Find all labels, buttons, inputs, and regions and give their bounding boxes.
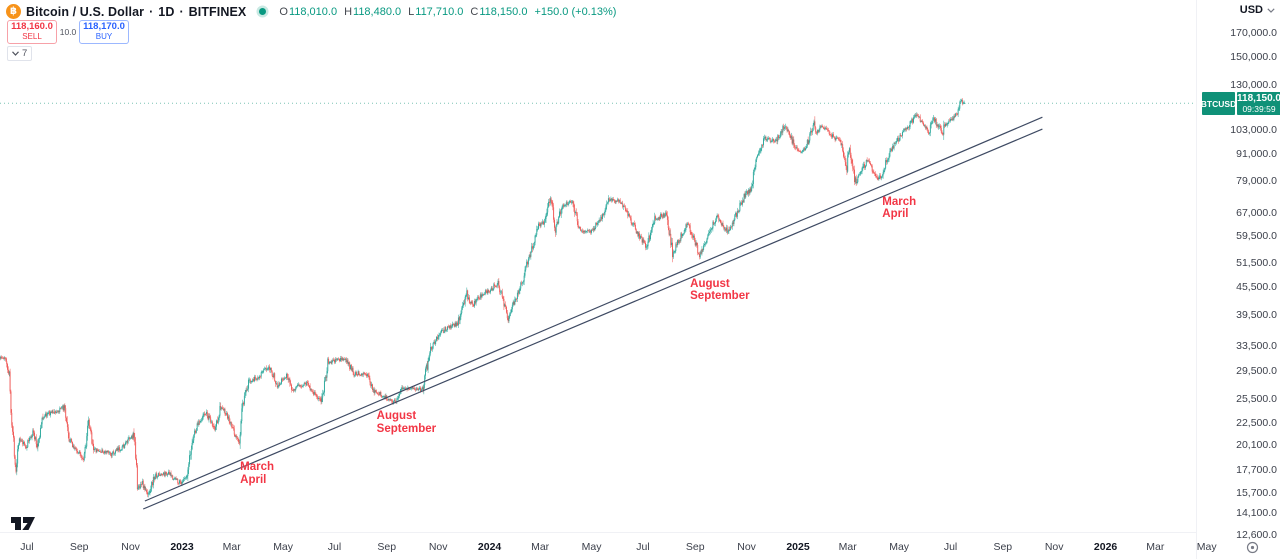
low-label: L	[408, 5, 415, 18]
price-tick: 29,500.0	[1236, 365, 1277, 378]
price-tick: 25,500.0	[1236, 393, 1277, 406]
price-tick: 39,500.0	[1236, 308, 1277, 321]
time-tick-month: Mar	[838, 541, 857, 553]
drawings-count: 7	[22, 48, 28, 59]
low-value: 117,710.0	[415, 5, 464, 18]
title-separator: ·	[149, 4, 154, 19]
time-tick-month: May	[273, 541, 294, 553]
time-tick-month: Sep	[685, 541, 705, 553]
time-tick-month: Jul	[327, 541, 342, 553]
time-tick-month: Jul	[636, 541, 650, 553]
close-label: C	[470, 5, 479, 18]
change-value: +150.0 (+0.13%)	[534, 5, 617, 18]
time-tick-month: Jul	[943, 541, 958, 553]
time-tick-year: 2023	[170, 541, 194, 553]
time-tick-month: Nov	[121, 541, 140, 553]
spread-value: 10.0	[59, 27, 77, 37]
time-tick-month: Mar	[222, 541, 241, 553]
ohlc-values: O 118,010.0 H 118,480.0 L 117,710.0 C 118,15…	[279, 6, 616, 18]
price-tick: 33,500.0	[1236, 340, 1277, 353]
time-tick-month: Mar	[1146, 541, 1165, 553]
time-tick-month: Sep	[69, 541, 89, 553]
time-tick-year: 2025	[786, 541, 810, 553]
price-tick: 79,000.0	[1236, 174, 1277, 187]
price-tick: 103,000.0	[1230, 123, 1277, 136]
price-tick: 15,700.0	[1236, 486, 1277, 499]
time-tick-month: May	[581, 541, 602, 553]
channel-upper	[144, 116, 1043, 502]
price-tick: 14,100.0	[1236, 507, 1277, 520]
current-price-label: BTCUSD 118,150.0 09:39:59	[1201, 92, 1280, 116]
chevron-down-icon	[1267, 7, 1275, 13]
price-tick: 17,700.0	[1236, 463, 1277, 476]
currency-selector[interactable]: USD	[1197, 4, 1275, 16]
annotation-august-september[interactable]: August September	[376, 410, 437, 435]
price-tick: 20,100.0	[1236, 439, 1277, 452]
price-tick: 45,500.0	[1236, 281, 1277, 294]
buy-price: 118,170.0	[83, 21, 125, 33]
price-tick: 51,500.0	[1236, 257, 1277, 270]
time-tick-month: Sep	[377, 541, 397, 553]
high-label: H	[344, 5, 353, 18]
sell-button[interactable]: 118,160.0 SELL	[7, 20, 57, 44]
symbol-legend: ฿ Bitcoin / U.S. Dollar · 1D · BITFINEX …	[6, 4, 616, 19]
time-tick-month: Mar	[531, 541, 550, 553]
candlestick-chart[interactable]	[0, 0, 1196, 532]
sell-label: SELL	[22, 31, 42, 41]
axis-settings-icon[interactable]	[1246, 541, 1259, 554]
time-tick-year: 2024	[477, 541, 502, 553]
high-value: 118,480.0	[353, 5, 402, 18]
candlestick-series	[0, 98, 966, 498]
annotation-august-september[interactable]: August September	[690, 277, 750, 303]
time-tick-month: Nov	[737, 541, 756, 553]
price-tick: 130,000.0	[1230, 78, 1277, 91]
bitcoin-icon: ฿	[6, 4, 21, 19]
tradingview-logo[interactable]	[10, 515, 40, 532]
price-tick: 91,000.0	[1236, 147, 1277, 160]
annotation-march-april[interactable]: March April	[240, 461, 275, 486]
time-tick-month: May	[889, 541, 910, 553]
annotation-march-april[interactable]: March April	[882, 195, 917, 221]
price-tick: 170,000.0	[1230, 27, 1277, 39]
trendline-channel[interactable]	[142, 116, 1043, 510]
time-tick-month: May	[1196, 541, 1217, 553]
title-separator: ·	[179, 4, 184, 19]
price-tick: 150,000.0	[1230, 51, 1277, 64]
symbol-title[interactable]: Bitcoin / U.S. Dollar	[26, 4, 145, 19]
time-axis[interactable]: Jul Sep Nov 2023 Mar May Jul Sep Nov 2024 Mar May Ju…	[0, 532, 1217, 559]
sell-price: 118,160.0	[11, 21, 53, 33]
price-tick: 59,500.0	[1236, 229, 1277, 242]
open-label: O	[279, 5, 288, 18]
open-value: 118,010.0	[288, 5, 338, 18]
market-open-dot-icon[interactable]	[259, 8, 267, 15]
price-tick: 12,600.0	[1236, 529, 1277, 542]
time-tick-month: Jul	[20, 541, 34, 553]
price-tick: 22,500.0	[1236, 417, 1277, 430]
main-chart[interactable]: March April August September August September…	[0, 0, 1196, 532]
price-label-value: 118,150.0	[1237, 93, 1280, 104]
buy-button[interactable]: 118,170.0 BUY	[79, 20, 129, 44]
time-tick-year: 2026	[1093, 541, 1118, 553]
price-label-symbol: BTCUSD	[1201, 92, 1236, 116]
chevron-down-icon	[12, 51, 19, 56]
time-tick-month: Sep	[993, 541, 1013, 553]
currency-label: USD	[1239, 4, 1263, 16]
object-tree-chip[interactable]: 7	[7, 46, 33, 61]
exchange-label[interactable]: BITFINEX	[188, 4, 247, 19]
channel-lower	[142, 128, 1043, 510]
buy-label: BUY	[95, 31, 113, 41]
time-tick-month: Nov	[1044, 541, 1064, 553]
close-value: 118,150.0	[479, 5, 528, 18]
price-axis[interactable]: USD 170,000.0 150,000.0 130,000.0 103,000.0…	[1196, 0, 1280, 559]
trade-buttons: 118,160.0 SELL 10.0 118,170.0 BUY	[7, 20, 129, 44]
interval-label[interactable]: 1D	[158, 4, 175, 19]
price-tick: 67,000.0	[1236, 206, 1277, 219]
price-label-countdown: 09:39:59	[1242, 103, 1276, 114]
time-tick-month: Nov	[428, 541, 448, 553]
